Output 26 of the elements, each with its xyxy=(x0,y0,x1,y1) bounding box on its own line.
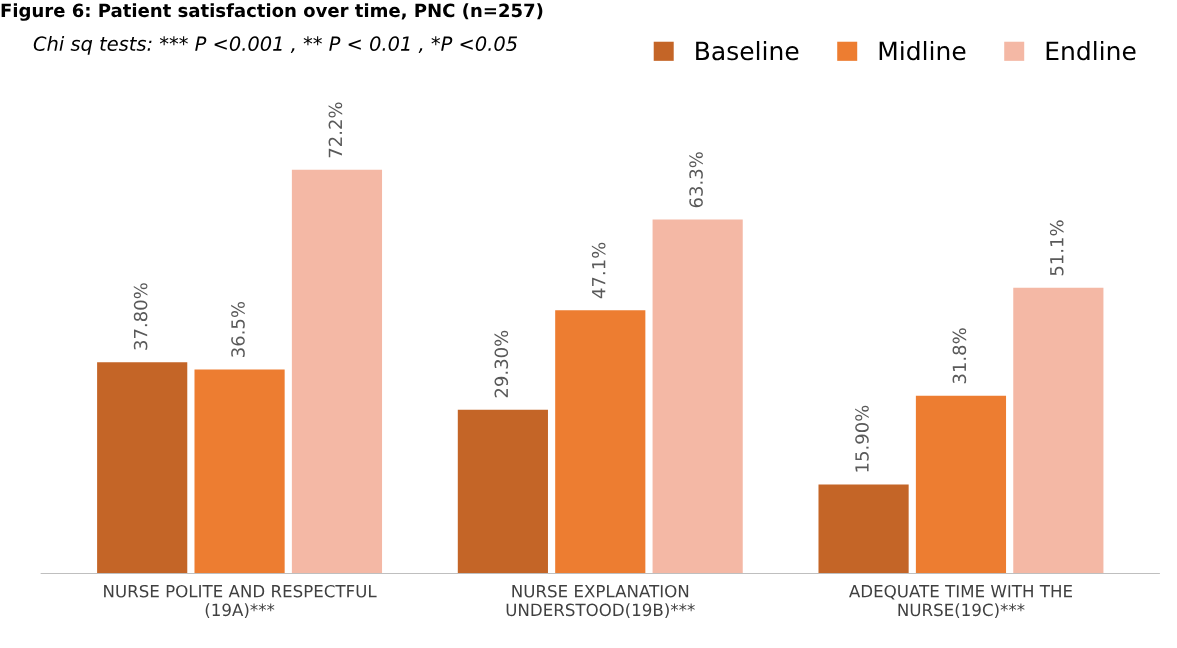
data-label: 36.5% xyxy=(231,301,245,357)
data-label: 15.90% xyxy=(855,405,869,472)
bar xyxy=(457,409,548,574)
data-label: 63.3% xyxy=(689,152,703,208)
bar xyxy=(97,362,188,574)
data-label: 51.1% xyxy=(1049,220,1064,276)
x-tick-label: NURSE EXPLANATION UNDERSTOOD(19B)*** xyxy=(506,584,695,619)
legend-label: Baseline xyxy=(696,40,799,61)
chart-title: Figure 6: Patient satisfaction over time, PNC (n=257) xyxy=(1,3,543,21)
bar xyxy=(291,169,383,574)
x-tick-label: NURSE POLITE AND RESPECTFUL (19A)*** xyxy=(104,584,377,619)
legend-label: Midline xyxy=(879,40,966,61)
bar xyxy=(194,369,285,574)
bar xyxy=(818,484,909,574)
data-label: 29.30% xyxy=(494,330,509,398)
bar xyxy=(1013,287,1104,574)
data-label: 31.8% xyxy=(952,328,967,384)
bar xyxy=(652,219,743,574)
x-tick-label: ADEQUATE TIME WITH THE NURSE(19C)*** xyxy=(849,584,1072,619)
data-label: 37.80% xyxy=(133,283,148,350)
bar xyxy=(915,395,1007,574)
text: Chi sq tests: *** P <0.001 , ** P < 0.01 , *P <0.05 xyxy=(33,35,518,55)
bar xyxy=(555,310,646,574)
data-label: 72.2% xyxy=(328,102,343,158)
legend-label: Endline xyxy=(1046,40,1136,61)
data-label: 47.1% xyxy=(591,242,606,299)
